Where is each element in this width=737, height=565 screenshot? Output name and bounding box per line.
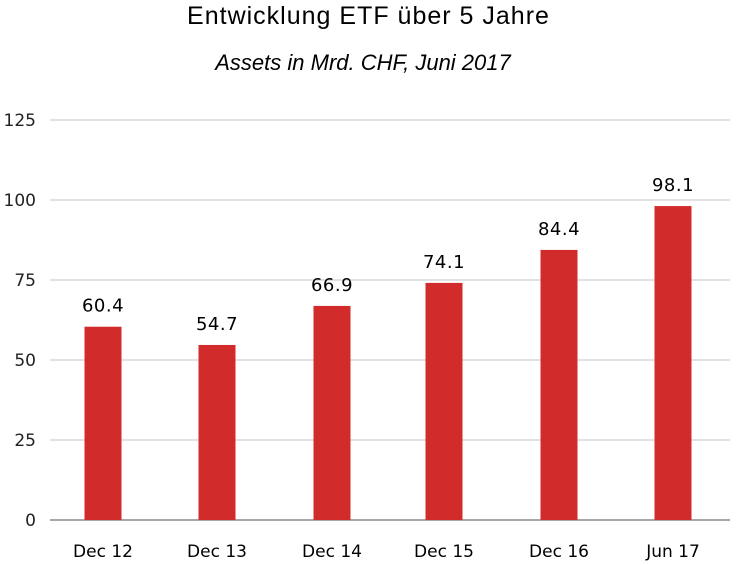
y-tick-label: 125	[4, 111, 36, 131]
bar	[654, 206, 692, 520]
y-tick-label: 0	[25, 511, 36, 531]
x-category-label: Dec 12	[73, 542, 133, 562]
x-axis-categories: Dec 12 Dec 13 Dec 14 Dec 15 Dec 16 Jun 17	[73, 542, 700, 562]
data-label: 74.1	[423, 252, 465, 273]
y-tick-label: 100	[4, 191, 36, 211]
x-category-label: Dec 14	[302, 542, 362, 562]
y-tick-label: 25	[14, 431, 36, 451]
bar	[84, 326, 122, 520]
x-category-label: Dec 15	[414, 542, 474, 562]
bar	[313, 305, 351, 520]
x-category-label: Dec 13	[187, 542, 247, 562]
bars	[84, 206, 692, 521]
x-category-label: Dec 16	[529, 542, 589, 562]
x-category-label: Jun 17	[645, 542, 700, 562]
data-labels: 60.4 54.7 66.9 74.1 84.4 98.1	[82, 175, 694, 335]
bar	[425, 282, 463, 520]
chart-subtitle: Assets in Mrd. CHF, Juni 2017	[215, 50, 511, 75]
bar	[198, 344, 236, 520]
y-tick-label: 50	[14, 351, 36, 371]
data-label: 98.1	[652, 175, 694, 196]
data-label: 60.4	[82, 296, 124, 317]
data-label: 84.4	[538, 219, 580, 240]
data-label: 54.7	[196, 314, 238, 335]
chart-title: Entwicklung ETF über 5 Jahre	[187, 2, 550, 30]
y-tick-label: 75	[14, 271, 36, 291]
data-label: 66.9	[311, 275, 353, 296]
bar	[540, 249, 578, 521]
y-axis-ticks: 0 25 50 75 100 125	[4, 111, 36, 531]
grid-lines	[50, 119, 730, 521]
